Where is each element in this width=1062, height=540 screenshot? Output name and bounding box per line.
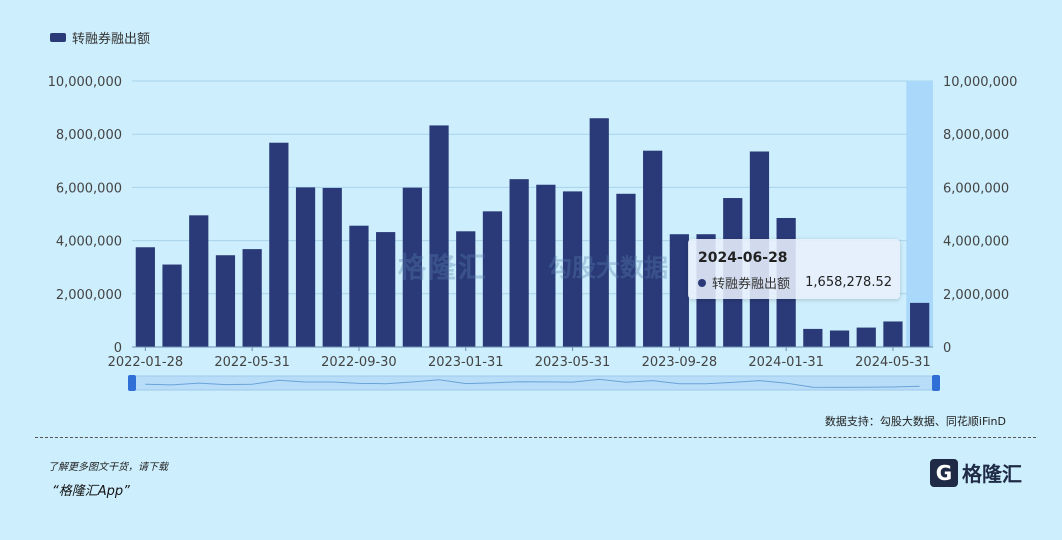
bar <box>349 225 369 347</box>
x-tick-label: 2024-01-31 <box>748 355 824 370</box>
highlight-band <box>906 81 933 347</box>
y-tick-label-right: 0 <box>943 341 951 356</box>
bar <box>803 328 823 347</box>
bar <box>856 327 876 347</box>
bar <box>189 215 209 347</box>
logo-text: 格隆汇 <box>962 462 1022 486</box>
x-tick-label: 2023-09-28 <box>642 355 718 370</box>
logo-icon: G <box>930 458 958 487</box>
bar <box>269 142 289 347</box>
y-tick-label-left: 0 <box>114 341 122 356</box>
bar <box>883 321 903 347</box>
bar-chart: 0 0 2,000,000 2,000,000 4,000,000 4,000,000 6,… <box>48 75 1017 391</box>
y-tick-label-left: 4,000,000 <box>56 235 122 250</box>
bar <box>135 247 155 347</box>
bar <box>295 187 316 347</box>
footer-divider <box>35 437 1036 438</box>
y-tick-label-left: 6,000,000 <box>56 181 122 196</box>
bar <box>162 264 182 347</box>
tooltip-row: 转融券融出额 1,658,278.52 <box>698 273 892 292</box>
bar <box>616 193 636 347</box>
x-tick-label: 2022-09-30 <box>321 355 397 370</box>
zoom-slider-track <box>131 375 938 391</box>
zoom-handle-right[interactable] <box>932 375 940 391</box>
bar <box>829 330 850 347</box>
bar <box>643 150 663 347</box>
bar <box>482 211 503 347</box>
y-tick-label-right: 8,000,000 <box>943 128 1009 143</box>
bar <box>509 179 529 347</box>
bar <box>536 184 556 347</box>
x-tick-label: 2023-01-31 <box>428 355 504 370</box>
tooltip-series-dot <box>698 278 706 287</box>
bar <box>215 255 236 347</box>
promo-text: 了解更多图文干货，请下载 <box>48 462 168 473</box>
legend-swatch <box>50 33 66 42</box>
promo-app-name: “格隆汇App” <box>52 484 130 499</box>
chart-tooltip: 2024-06-28 转融券融出额 1,658,278.52 <box>688 239 900 299</box>
bar <box>376 232 396 347</box>
y-tick-label-left: 2,000,000 <box>56 288 122 303</box>
x-tick-label: 2024-05-31 <box>855 355 931 370</box>
bar <box>669 234 689 347</box>
bar <box>456 231 476 347</box>
y-tick-label-left: 10,000,000 <box>48 75 122 90</box>
x-tick-label: 2023-05-31 <box>535 355 611 370</box>
bar <box>322 187 342 347</box>
y-tick-label-right: 6,000,000 <box>943 181 1009 196</box>
bar <box>562 191 583 347</box>
tooltip-series-label: 转融券融出额 <box>712 277 791 292</box>
data-source: 数据支持：勾股大数据、同花顺iFinD <box>824 415 1006 428</box>
zoom-handle-left[interactable] <box>128 375 136 391</box>
bar <box>242 249 262 347</box>
zoom-slider-preview <box>145 378 920 388</box>
watermark-text: 勾股大数据 <box>548 254 668 282</box>
x-tick-label: 2022-05-31 <box>214 355 290 370</box>
y-tick-label-left: 8,000,000 <box>56 128 122 143</box>
bar <box>402 187 422 347</box>
bar <box>589 118 609 348</box>
watermark-brand: 格隆汇 <box>398 251 489 284</box>
legend-label: 转融券融出额 <box>72 32 151 47</box>
bar <box>429 125 449 347</box>
bar <box>910 302 930 347</box>
x-tick-label: 2022-01-28 <box>108 355 184 370</box>
y-tick-label-right: 10,000,000 <box>943 75 1017 90</box>
y-tick-label-right: 4,000,000 <box>943 235 1009 250</box>
brand-logo: G 格隆汇 <box>930 458 1022 487</box>
tooltip-date: 2024-06-28 <box>698 250 788 266</box>
tooltip-value: 1,658,278.52 <box>805 275 892 290</box>
chart-legend[interactable]: 转融券融出额 <box>50 28 150 47</box>
y-tick-label-right: 2,000,000 <box>943 288 1009 303</box>
